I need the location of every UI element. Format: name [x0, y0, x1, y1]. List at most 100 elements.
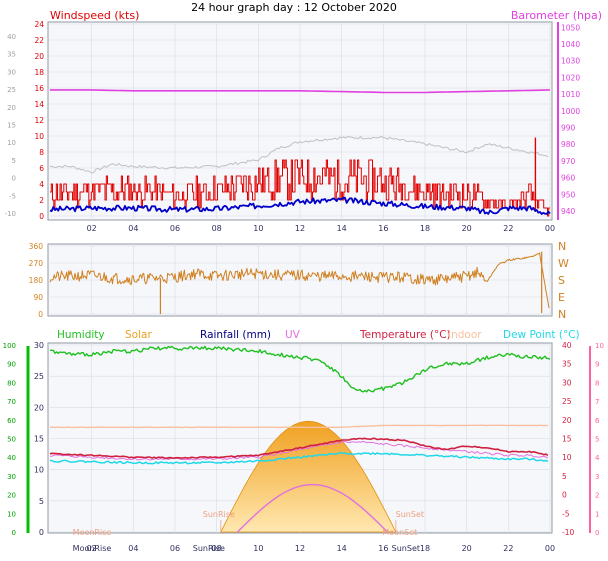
temp-x-tick: 06: [170, 544, 180, 553]
temp-left-tick: 15: [34, 435, 44, 444]
baro-y-tick: 960: [561, 174, 576, 183]
temp-right-tick: 10: [562, 453, 572, 462]
grey-y-tick: 0: [12, 175, 16, 183]
baro-y-tick: 1030: [561, 57, 580, 66]
temp-right-tick: -10: [562, 528, 574, 537]
uv-tick: 1: [595, 510, 599, 518]
humidity-tick: 20: [7, 492, 16, 500]
baro-y-tick: 1050: [561, 23, 580, 32]
wind-y-tick: 0: [39, 212, 44, 221]
uv-tick: 0: [595, 529, 599, 537]
temp-left-tick: 20: [34, 403, 44, 412]
grey-y-tick: 15: [7, 122, 16, 130]
humidity-line: [50, 345, 551, 393]
chart-title: 24 hour graph day : 12 October 2020: [191, 1, 397, 14]
grey-y-tick: 30: [7, 68, 16, 76]
wind-x-tick: 02: [87, 224, 97, 233]
humidity-tick: 0: [12, 529, 16, 537]
temp-x-tick: 18: [420, 544, 430, 553]
indoor-line: [49, 424, 548, 429]
solar-area: [220, 420, 397, 533]
baro-y-tick: 1020: [561, 73, 580, 82]
temp-right-tick: 20: [562, 416, 572, 425]
baro-y-tick: 990: [561, 124, 576, 133]
humidity-tick: 30: [7, 473, 16, 481]
wind-y-tick: 10: [34, 132, 44, 141]
wind-y-tick: 22: [34, 36, 44, 45]
uv-tick: 9: [595, 361, 599, 369]
wind-x-tick: 12: [295, 224, 305, 233]
humidity-tick: 70: [7, 398, 16, 406]
legend-label: Indoor: [448, 329, 482, 341]
grey-y-tick: 20: [7, 104, 16, 112]
sunset-label: SunSet: [396, 510, 424, 519]
dir-y-tick: 360: [29, 242, 44, 251]
baro-y-tick: 1000: [561, 107, 580, 116]
wind-axis-label: Windspeed (kts): [50, 9, 139, 22]
direction-series: [49, 251, 550, 314]
temperature-line: [49, 437, 549, 460]
legend-label: Humidity: [57, 329, 105, 341]
humidity-tick: 100: [3, 342, 16, 350]
wind-x-tick: 00: [545, 224, 555, 233]
wind-speed-line: [50, 159, 550, 217]
temp-y-left-ticks: 30 25 20 15 10 5 0: [34, 341, 44, 537]
wind-y-tick: 14: [34, 100, 44, 109]
grey-y-tick: 35: [7, 51, 16, 59]
temp-x-ticks: 02 04 06 08 10 12 14 16 18 20 22 00: [87, 544, 556, 553]
humidity-tick: 90: [7, 361, 16, 369]
wind-x-ticks: 02 04 06 08 10 12 14 16 18 20 22 00: [87, 224, 556, 233]
barometer-line: [50, 89, 551, 94]
wind-x-tick: 22: [503, 224, 513, 233]
temp-x-tick: 16: [378, 544, 388, 553]
baro-y-right-ticks: 1050 1040 1030 1020 1010 1000 990 980 970 960 950 9…: [561, 23, 580, 216]
direction-y-left-ticks: 360 270 180 90 0: [29, 242, 44, 319]
baro-y-tick: 940: [561, 207, 576, 216]
grey-y-tick: 5: [12, 157, 16, 165]
temp-x-tick: 12: [295, 544, 305, 553]
temp-left-tick: 0: [39, 528, 44, 537]
moonrise-axis-label: MoonRise: [73, 544, 112, 553]
humidity-tick: 10: [7, 510, 16, 518]
humidity-tick: 80: [7, 379, 16, 387]
temp-right-tick: 25: [562, 397, 572, 406]
compass-tick: S: [558, 274, 565, 287]
baro-y-tick: 1010: [561, 90, 580, 99]
wind-y-tick: 16: [34, 84, 44, 93]
wind-x-tick: 08: [212, 224, 222, 233]
temp-right-tick: 35: [562, 360, 572, 369]
wind-x-tick: 10: [253, 224, 263, 233]
grey-y-tick: 10: [7, 139, 16, 147]
compass-tick: W: [558, 257, 569, 270]
wind-y-tick: 24: [34, 20, 44, 29]
wind-y-tick: 18: [34, 68, 44, 77]
uv-tick: 8: [595, 379, 599, 387]
humidity-tick: 50: [7, 436, 16, 444]
wind-x-tick: 18: [420, 224, 430, 233]
wind-x-tick: 06: [170, 224, 180, 233]
wind-direction-line: [49, 252, 550, 309]
wind-series: [49, 89, 551, 217]
dir-y-tick: 90: [33, 293, 43, 302]
wind-y-tick: 12: [34, 116, 44, 125]
temp-right-tick: -5: [562, 509, 570, 518]
sunset-axis-label: SunSet: [392, 544, 420, 553]
wind-y-tick: 8: [39, 148, 44, 157]
feels-like-line: [50, 441, 549, 461]
temp-x-tick: 00: [545, 544, 555, 553]
temp-y-right-ticks: 40 35 30 25 20 15 10 5 0 -5 -10: [562, 341, 574, 537]
humidity-tick: 60: [7, 417, 16, 425]
temp-x-tick: 02: [87, 544, 97, 553]
sunrise-label: SunRise: [203, 510, 235, 519]
baro-y-tick: 980: [561, 140, 576, 149]
uv-tick: 5: [595, 436, 599, 444]
uv-tick: 7: [595, 398, 599, 406]
max-gust-line: [49, 135, 549, 174]
moonrise-label: MoonRise: [73, 528, 112, 537]
sunrise-axis-label: SunRise: [193, 544, 225, 553]
temp-left-tick: 5: [39, 497, 44, 506]
